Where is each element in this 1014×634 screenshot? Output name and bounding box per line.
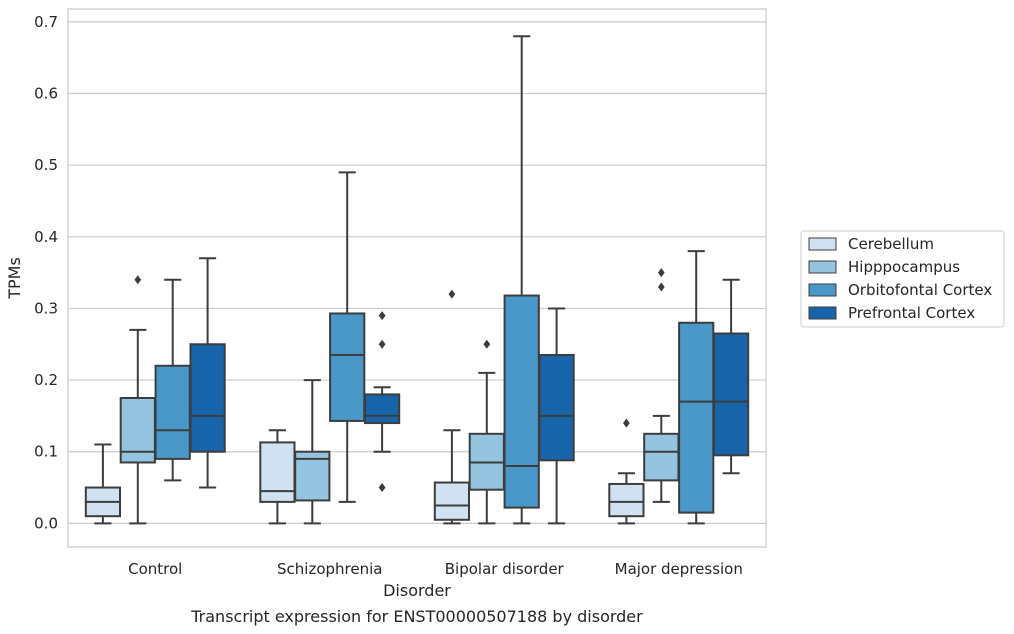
outlier-point [483,339,491,349]
x-axis-label: Disorder [383,581,451,600]
x-axis-ticks: Control Schizophrenia Bipolar disorder Majo… [128,560,743,578]
box-iqr [678,321,715,514]
outlier-point [623,418,630,428]
outlier-point [378,311,386,321]
box-iqr [712,332,750,457]
y-tick-label: 0.3 [34,299,58,317]
box-iqr [363,393,401,425]
y-tick-label: 0.7 [34,13,58,31]
y-tick-label: 0.0 [34,514,58,532]
box-orbitofontal-cortex [329,171,366,503]
outlier-point [448,289,456,299]
legend-swatch [808,237,837,251]
outlier-point [134,275,142,285]
box-iqr [643,432,680,482]
legend-entry: Orbitofontal Cortex [848,281,992,299]
y-tick-label: 0.5 [34,156,58,174]
box-iqr [154,364,191,460]
box-hipppocampus [643,268,680,503]
legend-entry: Hipppocampus [848,258,960,276]
box-iqr [538,354,575,462]
legend-swatch [808,306,837,320]
box-prefrontal-cortex [538,307,575,525]
box-cerebellum [84,443,122,525]
box-hipppocampus [119,275,156,525]
legend: Cerebellum Hipppocampus Orbitofontal Corte… [800,230,1005,328]
legend-swatch [808,283,837,297]
legend-entry: Prefrontal Cortex [848,304,975,322]
box-iqr [503,294,540,509]
box-cerebellum [608,418,645,525]
legend-swatch [808,260,837,274]
y-axis-ticks: 0.0 0.1 0.2 0.3 0.4 0.5 0.6 0.7 [34,13,58,532]
box-prefrontal-cortex [189,257,226,489]
box-prefrontal-cortex [712,278,750,475]
y-tick-label: 0.6 [34,85,58,103]
box-orbitofontal-cortex [154,278,191,482]
box-orbitofontal-cortex [503,35,540,525]
y-tick-label: 0.1 [34,443,58,461]
box-iqr [608,482,645,518]
legend-entry: Cerebellum [848,235,934,253]
outlier-point [378,483,386,493]
legend-frame [800,230,1005,328]
x-tick-label: Schizophrenia [277,560,382,578]
outlier-point [657,282,665,292]
box-cerebellum [259,429,296,525]
box-cerebellum [433,289,471,525]
figure-caption: Transcript expression for ENST0000050718… [190,607,643,626]
x-tick-label: Bipolar disorder [445,560,565,578]
box-iqr [433,481,471,521]
box-iqr [189,343,226,453]
box-orbitofontal-cortex [678,250,715,525]
boxes-layer [84,35,750,525]
box-iqr [259,441,296,503]
y-axis-label: TPMs [5,257,24,300]
outlier-point [657,268,665,278]
box-iqr [329,312,366,422]
y-tick-label: 0.4 [34,228,58,246]
box-iqr [119,396,156,464]
box-prefrontal-cortex [363,311,401,493]
box-hipppocampus [468,339,505,525]
y-tick-label: 0.2 [34,371,58,389]
x-tick-label: Control [128,560,182,578]
box-hipppocampus [294,379,331,525]
x-tick-label: Major depression [615,560,743,578]
outlier-point [378,339,386,349]
plot-frame [67,8,767,548]
